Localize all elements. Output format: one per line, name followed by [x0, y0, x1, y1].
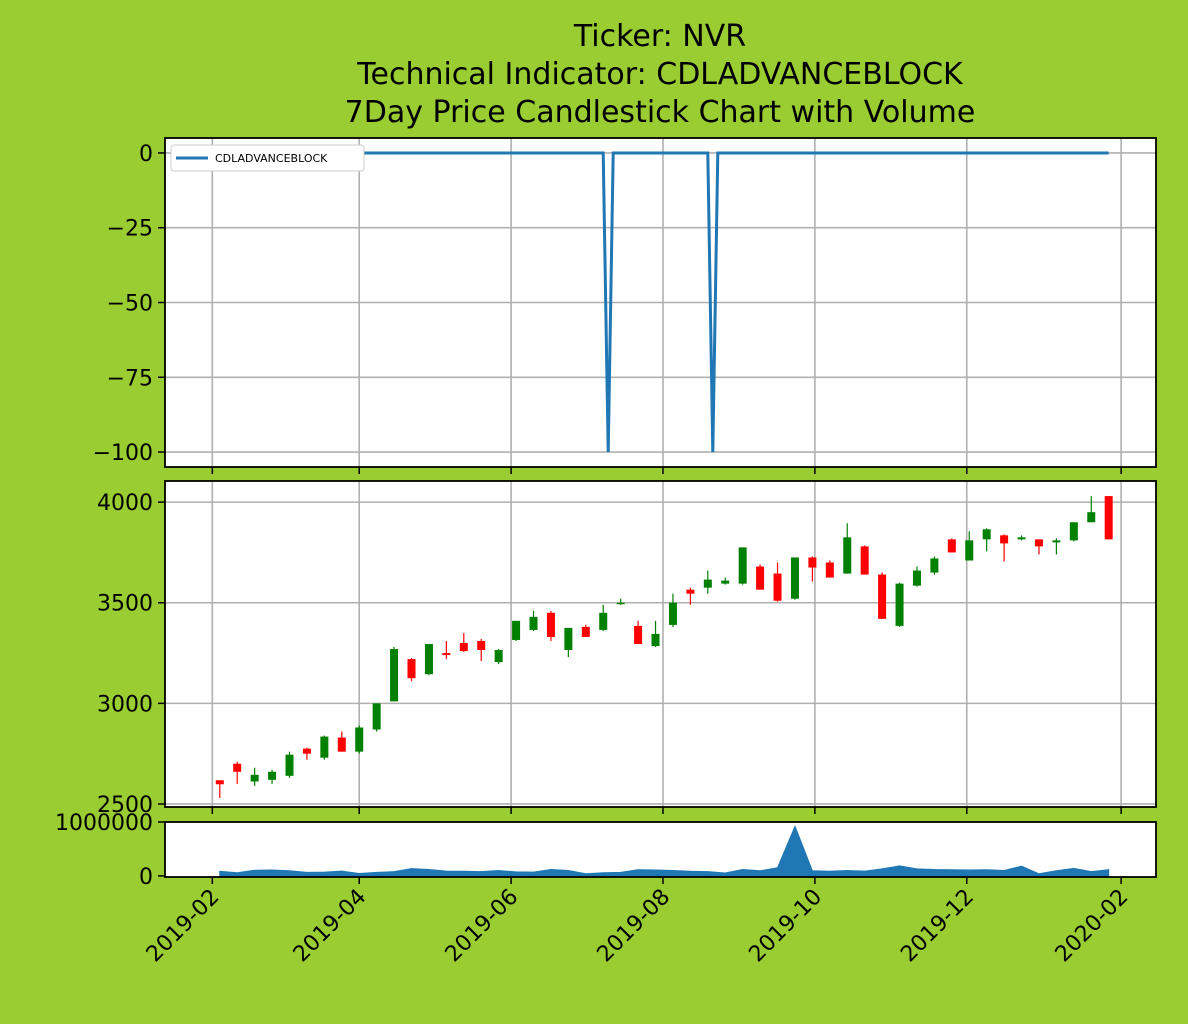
candle-body — [599, 612, 608, 630]
candle-body — [302, 748, 311, 754]
candle-body — [825, 562, 834, 578]
candle-body — [773, 573, 782, 601]
date-axis: 2019-02 2019-04 2019-06 2019-08 2019-10 2019-… — [142, 885, 1134, 968]
cdladvanceblock-line — [219, 151, 1109, 453]
candle-body — [686, 589, 695, 594]
candle-body — [512, 620, 521, 640]
y-tick-label: −50 — [107, 292, 153, 317]
candle-body — [1000, 535, 1009, 544]
candle-body — [546, 612, 555, 637]
legend-box — [170, 144, 365, 172]
candle-body — [947, 539, 956, 553]
candle-body — [930, 558, 939, 573]
x-tick-label: 2019-02 — [142, 885, 225, 968]
candle-body — [1017, 537, 1026, 540]
candle-body — [459, 642, 468, 652]
y-tick-label: −25 — [107, 217, 153, 242]
candle-body — [982, 529, 991, 540]
candle-body — [1034, 539, 1043, 547]
legend-label: CDLADVANCEBLOCK — [215, 152, 328, 165]
plot-frame — [164, 821, 1157, 878]
plot-background — [165, 822, 1156, 877]
candle-body — [494, 650, 503, 663]
x-tick-label: 2020-02 — [1051, 885, 1134, 968]
volume-panel: 0 1000000 — [55, 811, 1157, 890]
candle-body — [1052, 540, 1061, 543]
candle-body — [529, 616, 538, 630]
y-tick-label: 4000 — [97, 491, 153, 516]
y-tick-label: 0 — [139, 142, 153, 167]
price-panel: 2500 3000 3500 4000 — [97, 480, 1157, 818]
candle-body — [250, 774, 259, 782]
candle-body — [1087, 512, 1096, 523]
x-tick-label: 2019-08 — [593, 885, 676, 968]
candle-body — [738, 547, 747, 584]
candle-body — [355, 727, 364, 752]
title-line-1: Ticker: NVR — [573, 19, 746, 54]
candle-body — [651, 633, 660, 647]
y-tick-label: 0 — [139, 865, 153, 890]
candle-body — [581, 626, 590, 637]
title-line-3: 7Day Price Candlestick Chart with Volume — [345, 95, 976, 130]
candle-body — [285, 754, 294, 776]
plot-frame — [164, 137, 1157, 468]
indicator-panel: 0 −25 −50 −75 −100 CDLADVANCEBLOCK — [93, 137, 1157, 474]
candle-body — [860, 546, 869, 575]
candle-body — [442, 653, 451, 656]
y-tick-label: −100 — [93, 441, 153, 466]
y-tick-label: 3000 — [97, 692, 153, 717]
plot-frame — [164, 480, 1157, 808]
candle-body — [703, 579, 712, 588]
plot-background — [165, 481, 1156, 807]
candle-body — [756, 566, 765, 590]
candle-body — [912, 570, 921, 586]
title-line-2: Technical Indicator: CDLADVANCEBLOCK — [356, 57, 964, 92]
candle-body — [407, 659, 416, 679]
candle-body — [808, 557, 817, 568]
candle-body — [668, 602, 677, 625]
candle-body — [268, 771, 277, 780]
candle-body — [878, 574, 887, 619]
candle-body — [390, 649, 399, 702]
candle-body — [477, 640, 486, 651]
x-tick-label: 2019-06 — [441, 885, 524, 968]
x-tick-label: 2019-10 — [744, 885, 827, 968]
candle-body — [337, 737, 346, 752]
candle-body — [616, 602, 625, 605]
candle-body — [215, 780, 224, 785]
candle-body — [424, 644, 433, 675]
x-tick-label: 2019-12 — [896, 885, 979, 968]
candle-body — [634, 625, 643, 644]
chart-title: Ticker: NVR Technical Indicator: CDLADVA… — [345, 19, 976, 130]
candle-body — [372, 703, 381, 730]
y-tick-label: 1000000 — [55, 811, 153, 836]
candle-body — [320, 736, 329, 758]
y-tick-label: −75 — [107, 366, 153, 391]
candle-body — [895, 583, 904, 626]
y-tick-label: 2500 — [97, 793, 153, 818]
volume-area — [219, 824, 1110, 877]
y-tick-label: 3500 — [97, 592, 153, 617]
candle-body — [1104, 496, 1113, 540]
candle-body — [965, 540, 974, 561]
candle-body — [564, 627, 573, 651]
candle-body — [233, 763, 242, 772]
candle-body — [721, 580, 730, 584]
candle-body — [843, 537, 852, 574]
x-tick-label: 2019-04 — [289, 885, 372, 968]
candle-body — [1069, 522, 1078, 541]
candle-body — [790, 557, 799, 599]
